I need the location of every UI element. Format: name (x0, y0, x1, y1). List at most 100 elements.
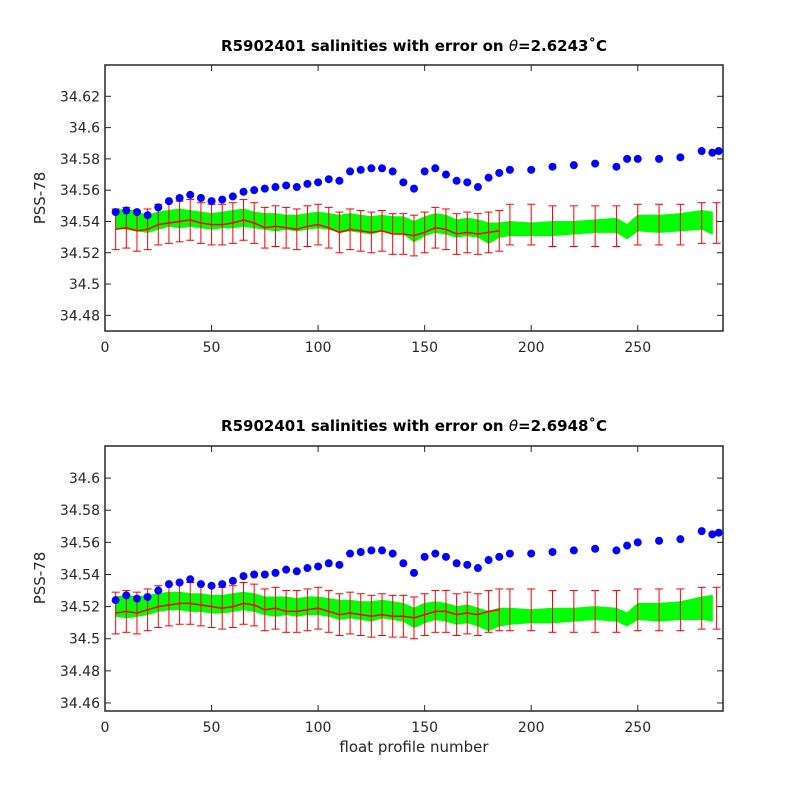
bottom-chart-data-point (591, 544, 600, 553)
bottom-chart-y-tick-label: 34.52 (60, 600, 100, 616)
bottom-chart-data-point (527, 549, 536, 558)
top-chart-data-point (473, 183, 482, 192)
top-chart-data-point (388, 167, 397, 176)
top-chart-data-point (714, 147, 723, 156)
bottom-chart-data-point (473, 564, 482, 573)
top-chart-x-tick-label: 150 (411, 340, 438, 356)
bottom-chart-title: R5902401 salinities with error on θ=2.69… (221, 417, 607, 435)
bottom-chart-data-point (346, 549, 355, 558)
top-chart-data-point (111, 208, 120, 217)
top-chart-data-point (441, 170, 450, 179)
bottom-chart-data-point (452, 559, 461, 568)
top-chart-data-point (527, 165, 536, 174)
top-chart-marks (111, 147, 723, 257)
top-chart-title: R5902401 salinities with error on θ=2.62… (221, 37, 607, 55)
top-chart-data-point (591, 159, 600, 168)
bottom-chart-data-point (548, 548, 557, 556)
bottom-chart-data-point (655, 536, 664, 545)
bottom-chart-x-axis-label: float profile number (339, 738, 489, 756)
top-chart-axes-box (104, 64, 724, 332)
top-chart-x-tick-label: 50 (203, 340, 221, 356)
bottom-chart-data-point (154, 586, 163, 595)
top-chart-y-tick-label: 34.58 (60, 152, 100, 168)
bottom-chart-mapped-line (115, 602, 500, 619)
bottom-chart-y-tick-label: 34.6 (69, 471, 100, 487)
bottom-chart-data-point (122, 591, 131, 600)
top-chart-data-point (228, 192, 237, 201)
bottom-chart-data-point (143, 592, 152, 601)
bottom-chart-data-point (441, 552, 450, 561)
bottom-chart-data-point (623, 541, 632, 550)
top-chart-data-point (495, 168, 504, 177)
bottom-chart-y-tick-label: 34.58 (60, 503, 100, 519)
top-chart-data-point (569, 161, 578, 170)
bottom-chart-y-tick-label: 34.48 (60, 664, 100, 680)
bottom-chart-data-point (164, 580, 173, 589)
bottom-chart-ticks: 0 50 100 150 200 250 34.46 34.48 34.5 34.52 34.54 3… (60, 446, 723, 736)
top-chart-data-point (303, 179, 312, 188)
top-chart-data-point (410, 184, 418, 193)
top-chart-y-tick-label: 34.54 (60, 214, 100, 230)
bottom-chart-x-tick-label: 150 (411, 720, 438, 736)
top-chart-mapped-line (115, 219, 500, 237)
bottom-chart-data-point (175, 578, 184, 587)
top-chart-data-point (143, 211, 152, 220)
top-chart-data-point (132, 208, 141, 217)
bottom-chart-data-point (463, 560, 472, 569)
top-chart-x-tick-label: 200 (518, 340, 545, 356)
top-chart-y-tick-label: 34.52 (60, 246, 100, 262)
top-chart-data-point (708, 148, 717, 157)
bottom-chart-data-point (410, 568, 418, 577)
bottom-chart-data-point (676, 535, 685, 544)
top-chart-data-point (548, 162, 557, 171)
bottom-chart-axes-box (104, 445, 724, 712)
top-chart-data-point (122, 206, 131, 215)
top-chart-data-point (655, 154, 664, 163)
bottom-chart-data-point (484, 556, 493, 565)
bottom-chart-data-point (324, 559, 333, 568)
top-chart-data-point (175, 194, 184, 202)
top-chart-data-point (292, 183, 301, 192)
top-chart-data-point (697, 147, 706, 156)
top-chart-ticks: 0 50 100 150 200 250 34.48 34.5 34.52 34.54 34.56 3… (60, 65, 723, 356)
bottom-chart-data-point (250, 570, 259, 579)
bottom-chart-data-point (708, 530, 717, 539)
bottom-chart-data-point (569, 546, 578, 555)
bottom-chart-x-tick-label: 200 (518, 720, 545, 736)
top-chart-data-point (420, 167, 429, 176)
top-chart-data-point (463, 178, 472, 187)
bottom-chart-data-point (388, 549, 397, 558)
bottom-chart-data-point (356, 548, 365, 556)
bottom-chart-x-tick-label: 0 (101, 720, 110, 736)
top-chart-y-tick-label: 34.5 (69, 277, 100, 293)
bottom-chart-data-point (303, 564, 312, 573)
top-chart-data-point (282, 181, 291, 190)
top-chart-data-point (612, 162, 621, 171)
top-chart-data-point (399, 178, 408, 187)
bottom-chart-data-point (196, 580, 205, 589)
top-chart-y-tick-label: 34.6 (69, 121, 100, 137)
top-chart-data-point (484, 173, 493, 182)
bottom-chart: 0 50 100 150 200 250 34.46 34.48 34.5 34.52 34.54 3… (31, 417, 724, 756)
top-chart-data-point (452, 176, 461, 185)
bottom-chart-data-point (314, 562, 323, 571)
top-chart-data-point (431, 164, 440, 173)
bottom-chart-y-tick-label: 34.46 (60, 696, 100, 712)
bottom-chart-data-point (282, 565, 291, 574)
bottom-chart-data-point (399, 559, 408, 568)
bottom-chart-x-tick-label: 100 (305, 720, 332, 736)
bottom-chart-data-point (111, 596, 120, 605)
top-chart-data-point (356, 165, 365, 174)
top-chart-data-point (324, 175, 333, 184)
bottom-chart-data-point (612, 546, 621, 555)
bottom-chart-x-tick-label: 250 (624, 720, 651, 736)
top-chart-y-tick-label: 34.48 (60, 308, 100, 324)
bottom-chart-data-point (260, 570, 269, 579)
top-chart-data-point (623, 154, 632, 163)
bottom-chart-marks (111, 527, 723, 640)
bottom-chart-data-point (271, 568, 280, 577)
bottom-chart-data-point (335, 560, 344, 569)
top-chart-data-point (346, 167, 355, 176)
top-chart-x-tick-label: 0 (101, 340, 110, 356)
top-chart-data-point (633, 154, 642, 163)
